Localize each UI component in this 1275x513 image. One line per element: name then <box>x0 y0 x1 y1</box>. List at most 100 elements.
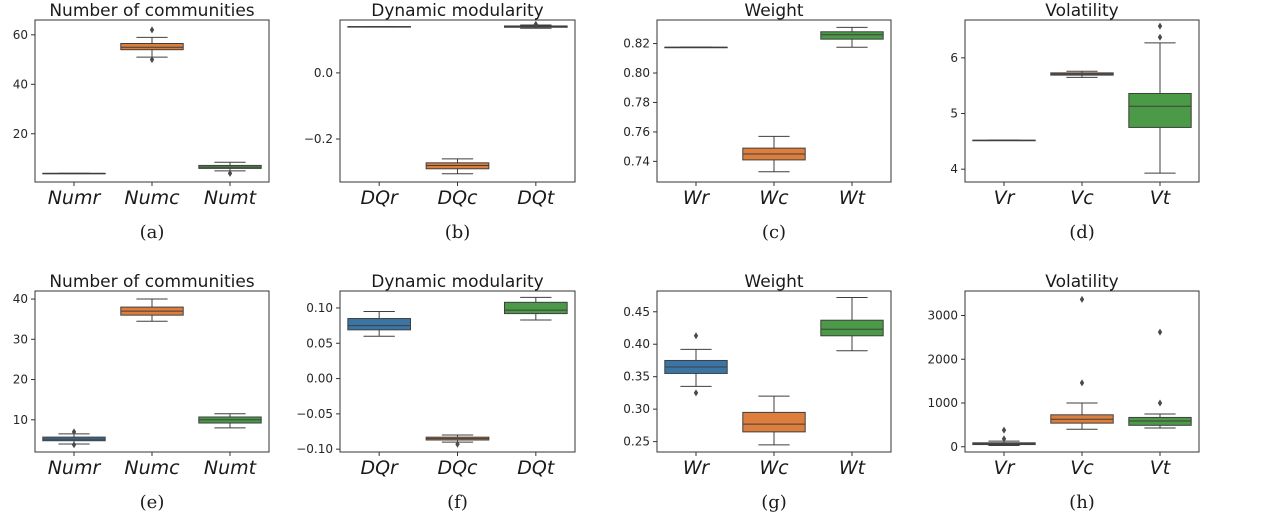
box-Wr <box>664 46 728 49</box>
box-Numt <box>198 161 262 177</box>
y-tick-label: 20 <box>13 373 28 387</box>
y-tick-label: 0.80 <box>623 66 650 80</box>
box-Vc <box>1050 295 1114 430</box>
axes-frame <box>339 290 576 453</box>
axes-frame <box>964 290 1200 453</box>
x-tick-label: Wc <box>759 457 789 479</box>
y-tick-label: 40 <box>13 292 28 306</box>
box-iqr <box>820 319 884 337</box>
y-tick-label: 10 <box>13 413 28 427</box>
outlier-point <box>227 169 233 177</box>
x-tick-label: Vt <box>1150 457 1172 479</box>
y-tick-label: 5 <box>950 107 958 121</box>
y-tick-label: 0.0 <box>314 66 333 80</box>
outlier-point <box>1157 328 1163 336</box>
box-Wc <box>742 395 806 446</box>
y-tick-label: 6 <box>950 51 958 65</box>
box-iqr <box>820 31 884 40</box>
subplot-title: Dynamic modularity <box>371 272 543 292</box>
outlier-point <box>1157 22 1163 30</box>
x-tick-label: Vc <box>1070 457 1094 479</box>
x-tick-label: Numc <box>124 187 180 209</box>
box-iqr <box>742 411 806 433</box>
box-Wt <box>820 296 884 352</box>
subfigure-label: (b) <box>445 222 471 243</box>
y-tick-label: 0 <box>950 440 958 454</box>
subfigure-label: (e) <box>140 492 165 513</box>
y-tick-label: 0.35 <box>623 370 650 384</box>
box-DQc <box>425 158 490 175</box>
box-Wr <box>664 332 728 397</box>
subfigure-label: (c) <box>762 222 786 243</box>
subplot-title: Weight <box>744 1 804 21</box>
y-tick-label: 0.10 <box>306 301 333 315</box>
box-DQr <box>347 26 412 28</box>
box-Numr <box>42 428 106 449</box>
x-tick-label: Vr <box>994 457 1016 479</box>
y-tick-label: 0.76 <box>623 125 650 139</box>
subplot-a: Number of communities 20 40 60 Numr Numc Numt (… <box>13 1 270 243</box>
subplot-e: Number of communities 10 20 30 40 Numr Numc Num… <box>13 272 270 513</box>
y-tick-label: 30 <box>13 332 28 346</box>
box-iqr <box>120 42 184 51</box>
x-tick-label: Wc <box>759 187 789 209</box>
outlier-point <box>149 26 155 34</box>
outlier-point <box>71 441 77 449</box>
outlier-point <box>1079 295 1085 303</box>
outlier-point <box>1157 33 1163 41</box>
subfigure-label: (d) <box>1069 222 1095 243</box>
outlier-point <box>693 389 699 397</box>
subplot-c: Weight 0.74 0.76 0.78 0.80 0.82 Wr Wc Wt (c) <box>623 1 892 243</box>
x-tick-label: Numt <box>204 187 258 209</box>
box-iqr <box>1128 92 1192 128</box>
subplot-g: Weight 0.25 0.30 0.35 0.40 0.45 Wr Wc Wt (g) <box>623 272 892 513</box>
x-tick-label: Numr <box>48 457 102 479</box>
subplot-b: Dynamic modularity 0.0 −0.2 DQr DQc DQt (b) <box>304 1 576 243</box>
outlier-point <box>1001 426 1007 434</box>
x-tick-label: Numr <box>48 187 102 209</box>
y-tick-label: −0.05 <box>296 407 333 421</box>
y-tick-label: 3000 <box>927 309 958 323</box>
axes-frame <box>34 290 270 453</box>
axes-frame <box>34 19 270 183</box>
box-Numr <box>42 172 106 175</box>
box-Wc <box>742 135 806 173</box>
subplot-title: Number of communities <box>49 1 254 21</box>
outlier-point <box>71 428 77 436</box>
box-Vr <box>972 139 1036 142</box>
y-tick-label: 0.45 <box>623 305 650 319</box>
x-tick-label: DQt <box>517 187 556 209</box>
box-DQt <box>504 296 568 321</box>
box-iqr <box>347 318 412 331</box>
subfigure-label: (h) <box>1069 492 1095 513</box>
y-tick-label: 4 <box>950 162 958 176</box>
subfigure-label: (f) <box>447 492 468 513</box>
y-tick-label: 1000 <box>927 396 958 410</box>
box-Vc <box>1050 70 1114 78</box>
y-tick-label: 0.25 <box>623 435 650 449</box>
x-tick-label: Wt <box>839 187 867 209</box>
axes-frame <box>964 19 1200 183</box>
axes-frame <box>339 19 576 183</box>
x-tick-label: DQc <box>437 187 478 209</box>
subplot-d: Volatility 4 5 6 Vr Vc Vt (d) <box>950 1 1200 243</box>
x-tick-label: DQr <box>360 457 399 479</box>
outlier-point <box>533 20 539 28</box>
y-tick-label: 0.30 <box>623 402 650 416</box>
y-tick-label: 20 <box>13 127 28 141</box>
x-tick-label: Wr <box>683 187 710 209</box>
box-iqr <box>504 301 568 315</box>
subfigure-label: (a) <box>140 222 165 243</box>
y-tick-label: 0.40 <box>623 337 650 351</box>
subplot-title: Volatility <box>1045 1 1118 21</box>
subplot-title: Volatility <box>1045 272 1118 292</box>
axes-frame <box>656 290 892 453</box>
subfigure-label: (g) <box>761 492 787 513</box>
outlier-point <box>693 332 699 340</box>
box-Numt <box>198 413 262 429</box>
box-Vt <box>1128 22 1192 174</box>
subplot-title: Number of communities <box>49 272 254 292</box>
box-Wt <box>820 26 884 48</box>
outlier-point <box>455 440 460 448</box>
subplot-f: Dynamic modularity 0.10 0.05 0.00 −0.05 −0.10… <box>296 272 576 513</box>
